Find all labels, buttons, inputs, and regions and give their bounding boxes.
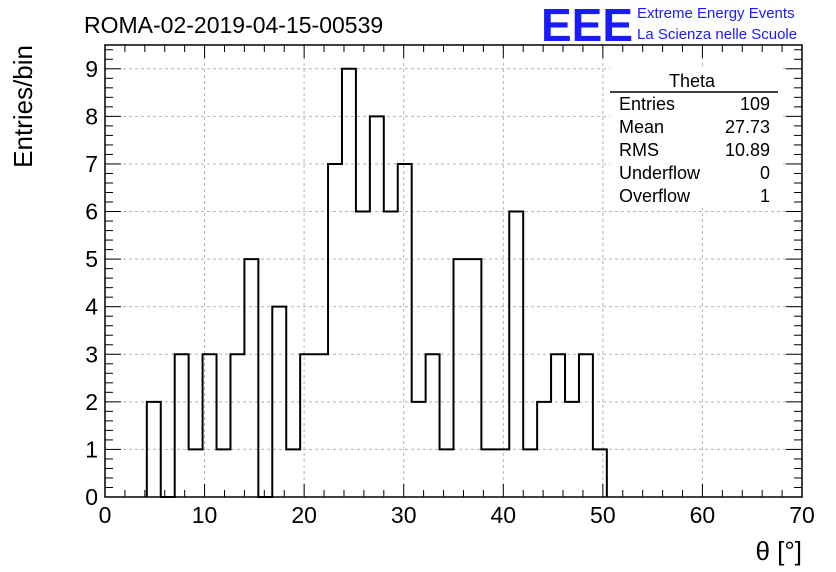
stats-label: Mean [619,117,664,137]
y-tick-label: 2 [85,389,98,415]
x-tick-label: 20 [291,502,317,528]
stats-box: Theta Entries 109 Mean 27.73 RMS 10.89 Underfl… [610,68,780,208]
histogram-bin [551,354,565,497]
x-tick-labels: 0 10 20 30 40 50 60 70 [99,502,815,528]
y-tick-label: 6 [85,199,98,225]
stats-value: 27.73 [725,117,770,137]
stats-value: 1 [760,186,770,206]
histogram-bin [593,449,607,497]
stats-value: 0 [760,163,770,183]
x-tick-label: 0 [99,502,112,528]
histogram-bin [314,354,328,497]
histogram-bins [145,67,608,498]
histogram-bin [175,354,189,497]
y-tick-label: 8 [85,103,98,129]
eee-logo-mark: EEE [541,0,633,51]
histogram-bin [328,164,342,497]
stats-rows: Entries 109 Mean 27.73 RMS 10.89 Underflow 0 Ove… [619,94,770,206]
histogram-bin [217,449,231,497]
x-tick-label: 60 [690,502,716,528]
eee-logo: EEE Extreme Energy Events La Scienza nel… [541,0,797,51]
x-tick-label: 70 [789,502,815,528]
histogram-bin [189,449,203,497]
y-tick-label: 7 [85,151,98,177]
stats-label: RMS [619,140,659,160]
histogram-bin [272,307,286,497]
stats-label: Underflow [619,163,701,183]
histogram-bin [467,259,481,497]
axis-ticks [104,45,803,498]
y-tick-label: 0 [85,484,98,510]
x-tick-label: 40 [490,502,516,528]
histogram-bin [523,449,537,497]
stats-value: 109 [740,94,770,114]
histogram-bin [426,354,440,497]
histogram-bin [203,354,217,497]
chart-title: ROMA-02-2019-04-15-00539 [84,12,383,38]
histogram-bin [565,402,579,497]
stats-value: 10.89 [725,140,770,160]
eee-logo-line1: Extreme Energy Events [637,5,795,22]
x-tick-label: 10 [192,502,218,528]
y-axis-title: Entries/bin [8,45,38,168]
x-tick-label: 50 [590,502,616,528]
stats-label: Entries [619,94,675,114]
histogram-outline [145,67,608,498]
y-tick-labels: 0 1 2 3 4 5 6 7 8 9 [85,56,98,510]
stats-title: Theta [669,71,716,91]
histogram-bin [370,116,384,497]
y-tick-label: 4 [85,294,98,320]
histogram-bin [454,259,468,497]
histogram-bin [147,402,161,497]
histogram-bin [286,449,300,497]
x-tick-label: 30 [391,502,417,528]
y-tick-label: 3 [85,341,98,367]
y-tick-label: 5 [85,246,98,272]
histogram-bin [537,402,551,497]
y-tick-label: 9 [85,56,98,82]
histogram-bin [509,212,523,497]
histogram-bin [384,212,398,497]
histogram-bin [300,354,314,497]
histogram-bin [579,354,593,497]
plot-frame [104,44,803,498]
histogram-bin [398,164,412,497]
histogram-bin [495,449,509,497]
histogram-bin [356,212,370,497]
eee-logo-line2: La Scienza nelle Scuole [637,26,797,43]
histogram-bin [342,69,356,497]
histogram-bin [440,449,454,497]
histogram-bin [412,402,426,497]
histogram-bin [481,449,495,497]
x-axis-title: θ [°] [755,536,802,566]
histogram-bin [230,354,244,497]
histogram-bin [244,259,258,497]
y-tick-label: 1 [85,436,98,462]
stats-label: Overflow [619,186,691,206]
